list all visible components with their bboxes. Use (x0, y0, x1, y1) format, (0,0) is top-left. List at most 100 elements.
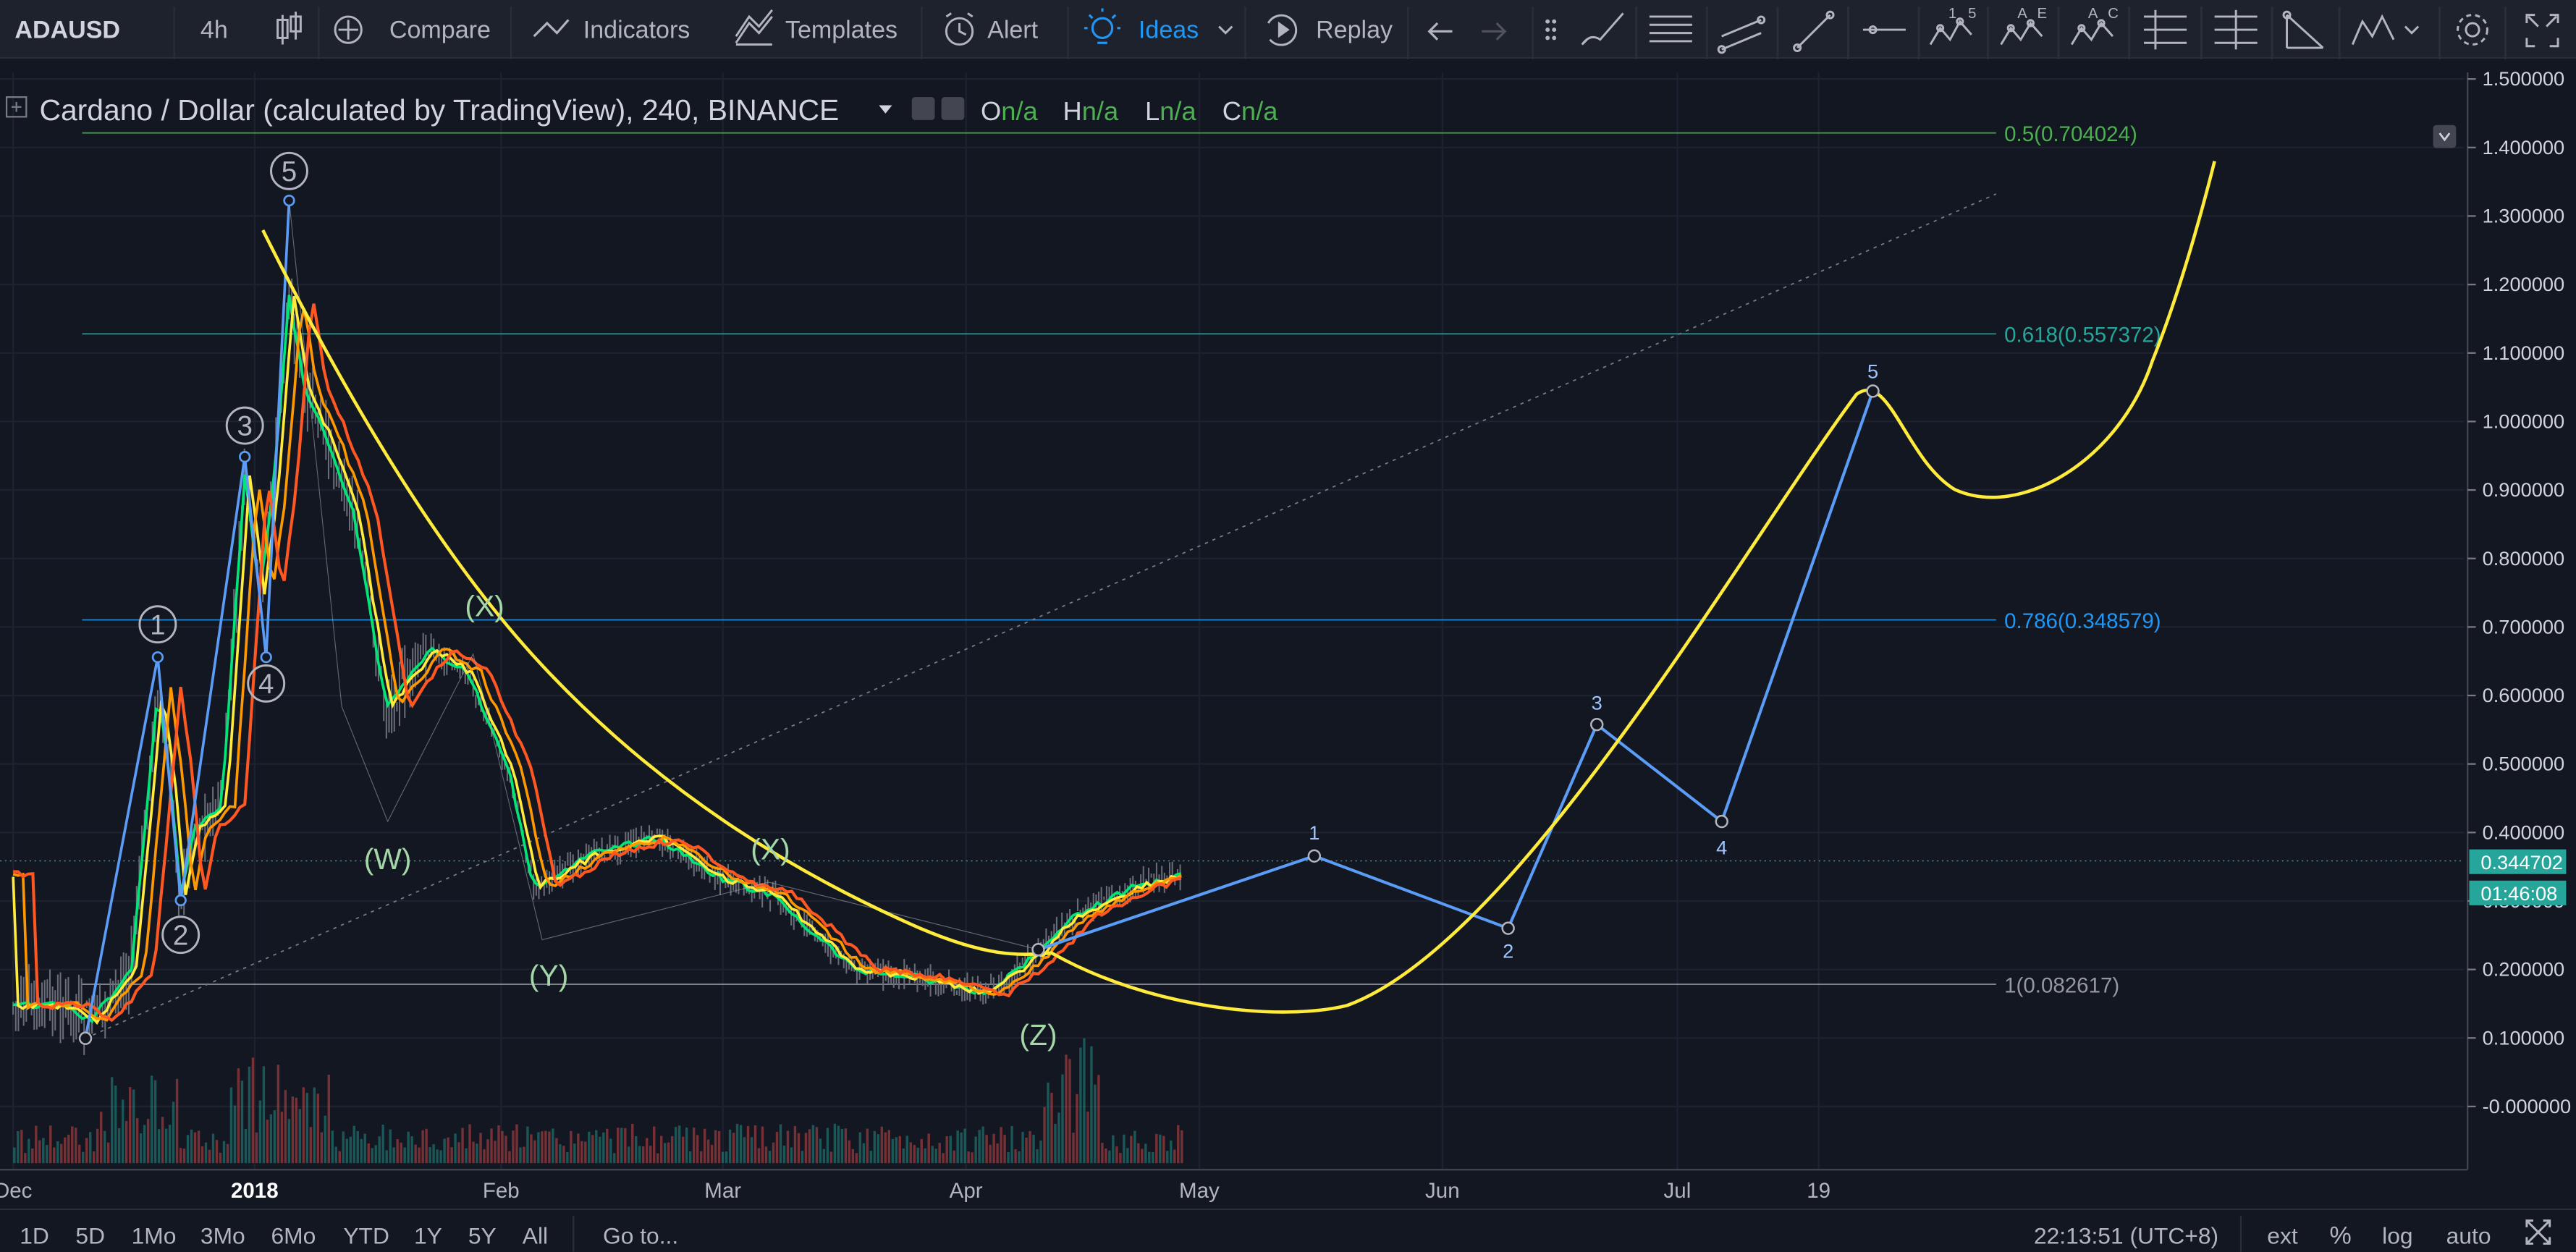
fib-retracement-icon[interactable] (2144, 9, 2187, 50)
range-button[interactable]: 3Mo (200, 1222, 245, 1248)
wave-point[interactable] (78, 1031, 93, 1045)
price-tick-label: 1.500000 (2483, 67, 2565, 90)
impulse-wave-line[interactable] (84, 200, 291, 1039)
abc-icon[interactable] (2070, 19, 2114, 46)
volume-bar (1123, 1134, 1126, 1164)
projection-curve[interactable] (261, 161, 2216, 1014)
wave-point[interactable] (1031, 942, 1045, 957)
scroll-to-realtime-button[interactable] (2433, 124, 2457, 148)
drag-handle-icon[interactable] (1545, 19, 1557, 41)
interval-button[interactable]: 4h (200, 16, 228, 43)
abcde-icon[interactable] (2000, 19, 2043, 46)
volume-bar (559, 1144, 562, 1164)
redo-icon[interactable] (1482, 22, 1507, 41)
projection-point[interactable] (1715, 814, 1728, 829)
range-button[interactable]: YTD (343, 1222, 389, 1248)
volume-bar (1148, 1151, 1151, 1164)
fib-extension-icon[interactable] (2214, 9, 2258, 50)
range-button[interactable]: 1D (20, 1222, 49, 1248)
volume-bar (996, 1143, 999, 1164)
volume-bar (1162, 1135, 1165, 1164)
projection-point[interactable] (1501, 921, 1515, 935)
range-button[interactable]: 5D (75, 1222, 105, 1248)
wave-point[interactable] (260, 651, 272, 664)
wave-point[interactable] (174, 894, 187, 907)
chevron-down-icon[interactable] (1218, 25, 1233, 35)
price-axis[interactable]: 1.500000 1.400000 1.300000 1.200000 1.100000… (2467, 67, 2571, 1117)
log-scale-toggle[interactable]: log (2382, 1222, 2412, 1248)
volume-bar (313, 1087, 316, 1164)
wave-point[interactable] (283, 194, 295, 207)
volume-bar (291, 1096, 295, 1164)
volume-bar (670, 1135, 674, 1164)
fullscreen-icon[interactable] (2525, 1219, 2551, 1245)
trend-line-icon[interactable] (1793, 10, 1835, 53)
volume-bar (688, 1151, 692, 1164)
replay-button[interactable]: Replay (1316, 16, 1393, 43)
legend-title[interactable]: Cardano / Dollar (calculated by TradingV… (39, 93, 839, 127)
ideas-button[interactable]: Ideas (1139, 16, 1199, 43)
wave-point[interactable] (239, 451, 251, 463)
range-button[interactable]: All (523, 1222, 548, 1248)
projection-point[interactable] (1307, 849, 1322, 863)
volume-bar (920, 1138, 923, 1164)
compare-button[interactable]: Compare (389, 16, 491, 43)
undo-icon[interactable] (1427, 22, 1453, 41)
chevron-down-icon[interactable] (879, 105, 892, 114)
volume-bar (786, 1130, 790, 1164)
range-button[interactable]: 6Mo (271, 1222, 316, 1248)
settings-icon[interactable] (911, 97, 935, 120)
moving-average-line (13, 295, 1182, 1024)
wave-circle[interactable] (138, 605, 177, 644)
brush-icon[interactable] (1581, 12, 1624, 46)
goto-button[interactable]: Go to... (603, 1222, 678, 1248)
time-tick-label: 19 (1807, 1179, 1830, 1203)
extended-hours-toggle[interactable]: ext (2267, 1222, 2298, 1248)
horizontal-lines-icon[interactable] (1649, 15, 1692, 43)
volume-bar (436, 1149, 439, 1164)
fib-trend-line[interactable] (85, 193, 1997, 1039)
chevron-down-icon[interactable] (2438, 132, 2451, 142)
plot-area[interactable]: 0(1.325430)0.236(1.032126)0.382(0.850676… (0, 0, 2465, 1170)
range-button[interactable]: 1Y (414, 1222, 442, 1248)
horizontal-line-icon[interactable] (1862, 25, 1906, 35)
gear-icon[interactable] (2457, 14, 2488, 46)
parallel-channel-icon[interactable] (1717, 15, 1766, 54)
legend-toggle-icon[interactable] (5, 96, 28, 118)
volume-bar (251, 1057, 255, 1164)
wave-circle[interactable] (270, 151, 308, 190)
wave-circle[interactable] (247, 664, 286, 703)
xabcd-icon[interactable] (1929, 17, 1972, 46)
wave-circle[interactable] (225, 406, 264, 445)
percent-scale-toggle[interactable]: % (2330, 1222, 2352, 1249)
close-icon[interactable] (941, 97, 965, 120)
volume-bar (768, 1151, 772, 1164)
volume-bar (204, 1142, 208, 1164)
volume-bar (913, 1145, 916, 1164)
corrective-wave-line[interactable] (288, 200, 1039, 950)
volume-bar (211, 1133, 215, 1164)
range-button[interactable]: 1Mo (132, 1222, 177, 1248)
fib-retracement[interactable]: 0(1.325430)0.236(1.032126)0.382(0.850676… (82, 0, 2161, 997)
clock-timezone[interactable]: 22:13:51 (UTC+8) (2034, 1222, 2218, 1248)
candles-icon[interactable] (276, 12, 302, 45)
fullscreen-icon[interactable] (2525, 14, 2559, 48)
auto-scale-toggle[interactable]: auto (2446, 1222, 2491, 1248)
volume-bar (515, 1124, 518, 1164)
elliott-wave-icon[interactable] (2351, 14, 2420, 46)
symbol-search[interactable]: ADAUSD (14, 16, 120, 43)
projection-wave-line[interactable] (1037, 390, 1875, 952)
indicators-button[interactable]: Indicators (583, 16, 691, 43)
wave-circle[interactable] (161, 915, 200, 955)
gann-icon[interactable] (2282, 10, 2324, 49)
templates-button[interactable]: Templates (785, 16, 898, 43)
projection-point[interactable] (1590, 717, 1604, 732)
legend-high-value: n/a (1082, 96, 1119, 126)
alert-button[interactable]: Alert (987, 16, 1039, 43)
wave-point[interactable] (151, 651, 164, 664)
projection-point[interactable] (1866, 384, 1880, 398)
time-axis[interactable]: Dec 2018 Feb Mar Apr May Jun Jul 19 (0, 1179, 1830, 1203)
volume-bar (1018, 1151, 1021, 1164)
range-button[interactable]: 5Y (468, 1222, 497, 1248)
volume-bar (1010, 1125, 1013, 1164)
